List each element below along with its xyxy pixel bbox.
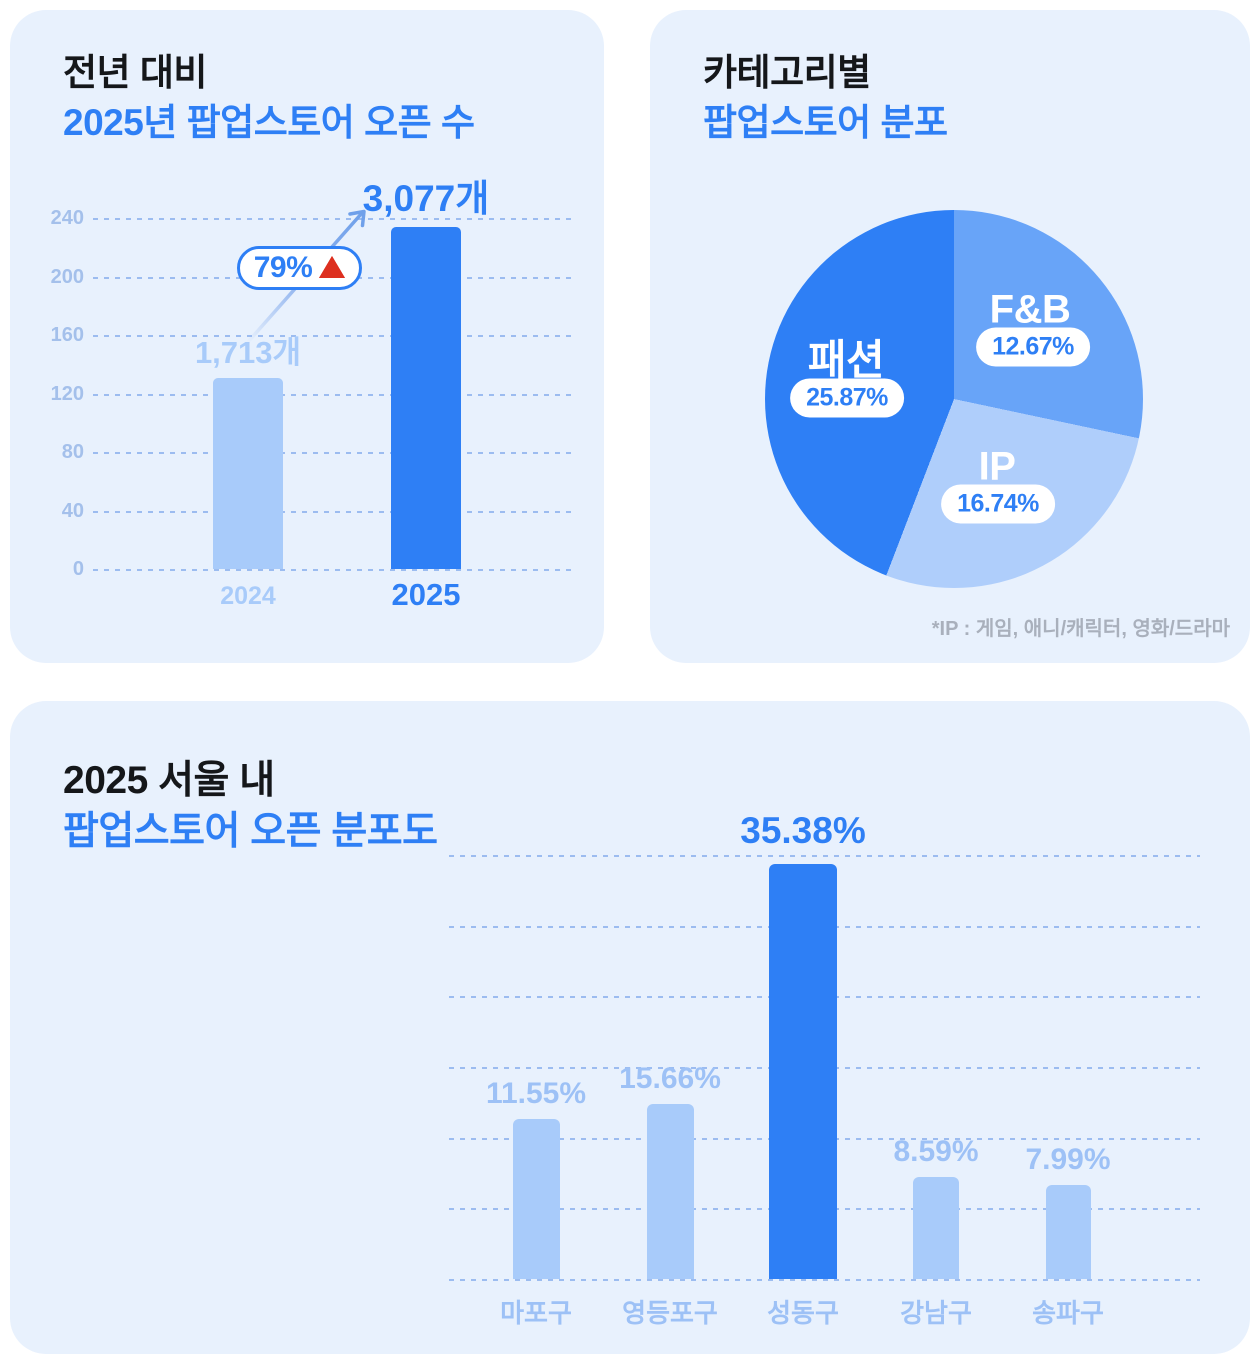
yearly-y-tick: 240 [50, 207, 84, 229]
panel-seoul-distribution: 2025 서울 내 팝업스토어 오픈 분포도 11.55% 15.66% 35.… [10, 701, 1250, 1354]
bar-value-label-songpa: 7.99% [1025, 1143, 1111, 1176]
yearly-gridline [93, 511, 575, 513]
yearly-gridline [93, 569, 575, 571]
bar-group-seongdong: 35.38% [723, 810, 883, 1279]
seoul-title: 2025 서울 내 팝업스토어 오픈 분포도 [63, 755, 438, 857]
bar-value-label-gangnam: 8.59% [893, 1135, 979, 1168]
pie-label-fashion: 패션 [807, 336, 885, 384]
category-title-line2: 팝업스토어 분포 [703, 102, 948, 143]
yearly-y-tick: 200 [50, 266, 84, 288]
seoul-title-line2: 팝업스토어 오픈 분포도 [63, 810, 438, 853]
bar-group-2024: 1,713개 [148, 327, 348, 569]
bar-value-label-yeongdeungpo: 15.66% [619, 1062, 721, 1095]
bar-gangnam [913, 1177, 959, 1279]
axis-label-songpa: 송파구 [1032, 1298, 1104, 1328]
yearly-gridline [93, 394, 575, 396]
bar-group-gangnam: 8.59% [856, 1135, 1016, 1279]
seoul-title-line1: 2025 서울 내 [63, 759, 275, 802]
pie-pct-ip: 16.74% [941, 484, 1055, 524]
panel-category-pie: 카테고리별 팝업스토어 분포 패션 25.87% F&B 12.67% IP 1… [650, 10, 1250, 663]
bar-value-label-seongdong: 35.38% [740, 810, 866, 851]
bar-yeongdeungpo [646, 1104, 694, 1279]
bar-songpa [1045, 1185, 1091, 1279]
bar-value-label-2025: 3,077개 [362, 178, 490, 219]
bar-value-label-2024: 1,713개 [194, 335, 302, 370]
pie-label-fnb: F&B [989, 287, 1071, 332]
axis-label-mapo: 마포구 [500, 1298, 572, 1328]
yearly-y-tick: 80 [61, 441, 84, 463]
seoul-gridline [449, 855, 1200, 857]
yearly-y-tick: 160 [50, 324, 84, 346]
bar-2024 [213, 378, 283, 569]
bar-group-songpa: 7.99% [988, 1143, 1148, 1279]
pie-footnote: *IP : 게임, 애니/캐릭터, 영화/드라마 [931, 618, 1230, 640]
pie-label-ip: IP [978, 444, 1016, 489]
panel-yearly-comparison: 전년 대비 2025년 팝업스토어 오픈 수 240 200 160 120 8… [10, 10, 604, 663]
seoul-gridline [449, 1279, 1200, 1281]
bar-2025 [391, 227, 461, 569]
yearly-title-line1: 전년 대비 [63, 52, 207, 93]
pie-pct-fashion: 25.87% [790, 378, 904, 418]
pie-pct-fnb: 12.67% [976, 327, 1090, 367]
growth-percent-text: 79% [253, 251, 313, 284]
bar-group-yeongdeungpo: 15.66% [590, 1062, 750, 1279]
category-title-line1: 카테고리별 [703, 52, 871, 93]
yearly-title: 전년 대비 2025년 팝업스토어 오픈 수 [63, 48, 475, 148]
bar-mapo [512, 1119, 560, 1279]
category-title: 카테고리별 팝업스토어 분포 [703, 48, 948, 148]
x-label-2024: 2024 [220, 582, 276, 610]
yearly-y-tick: 120 [50, 383, 84, 405]
bar-group-mapo: 11.55% [456, 1077, 616, 1279]
up-triangle-icon [319, 256, 346, 278]
yearly-title-line2: 2025년 팝업스토어 오픈 수 [63, 102, 475, 143]
growth-callout-badge: 79% [237, 246, 362, 290]
bar-value-label-mapo: 11.55% [485, 1077, 587, 1110]
axis-label-yeongdeungpo: 영등포구 [622, 1298, 718, 1328]
yearly-y-tick: 0 [72, 558, 84, 580]
axis-label-seongdong: 성동구 [767, 1298, 839, 1328]
bar-seongdong [769, 864, 837, 1279]
yearly-y-tick: 40 [61, 500, 84, 522]
axis-label-gangnam: 강남구 [900, 1298, 972, 1328]
yearly-gridline [93, 452, 575, 454]
bar-group-2025: 3,077개 [326, 168, 526, 569]
x-label-2025: 2025 [391, 577, 461, 612]
